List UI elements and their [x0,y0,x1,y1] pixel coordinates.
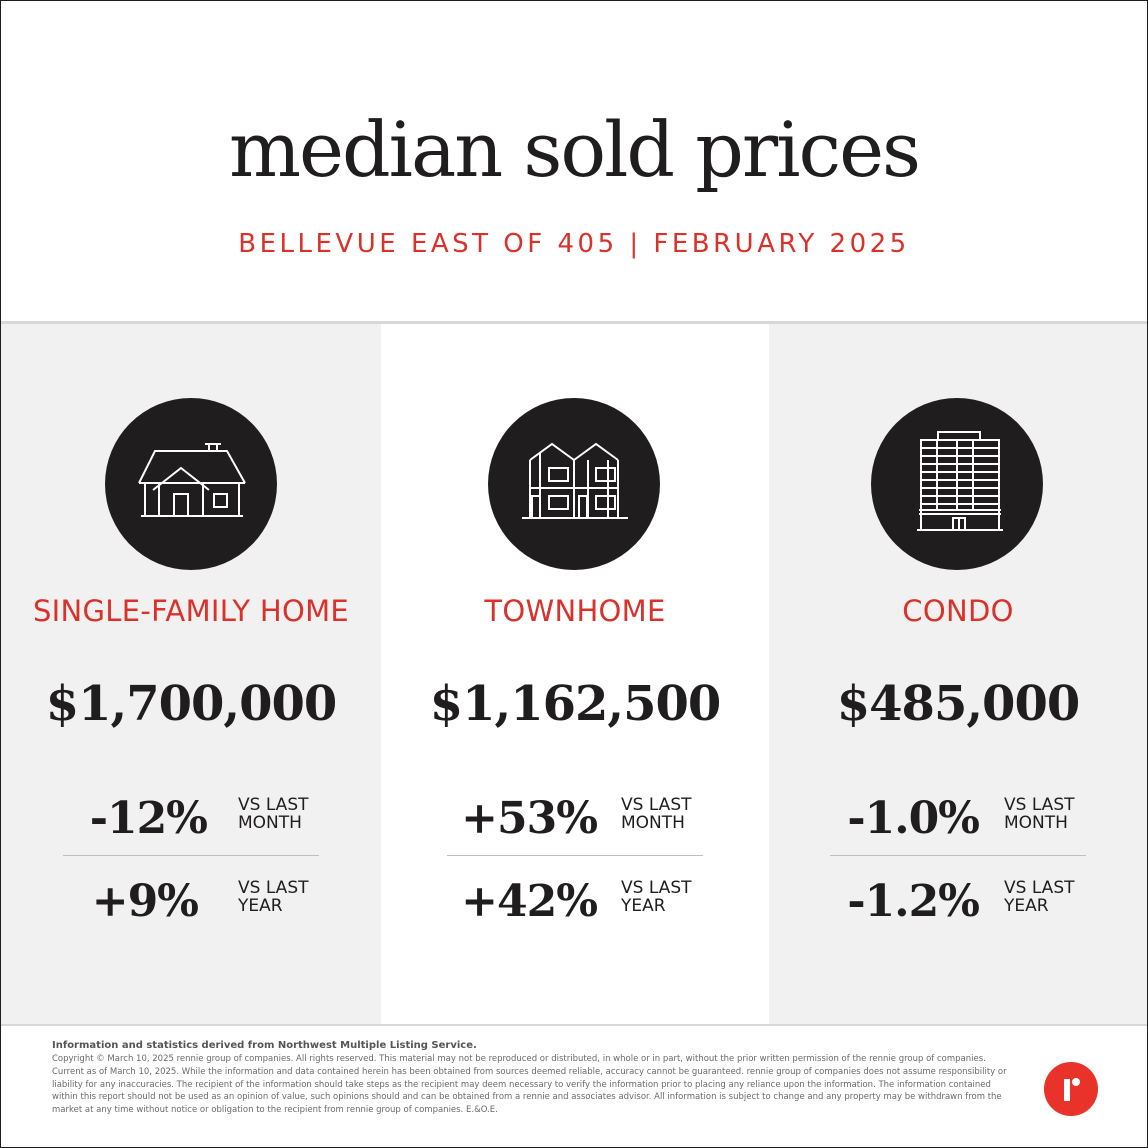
townhome-icon [488,398,660,570]
single-family-year-vs: VS LAST YEAR [238,878,309,916]
condo-month-stat: -1.0% VS LAST MONTH [769,789,1147,849]
page-title: median sold prices [228,105,921,194]
condo-year-change: -1.2% [847,876,980,927]
footer: Information and statistics derived from … [1,1024,1147,1147]
single-family-panel: SINGLE-FAMILY HOME $1,700,000 -12% VS LA… [1,324,381,1024]
townhome-year-change: +42% [461,876,598,927]
footer-disclaimer: Copyright © March 10, 2025 rennie group … [52,1054,1007,1116]
single-family-price: $1,700,000 [45,676,338,732]
single-family-month-stat: -12% VS LAST MONTH [1,789,381,849]
single-family-label: SINGLE-FAMILY HOME [32,594,350,628]
header-divider [1,321,1147,324]
condo-building-icon [871,398,1043,570]
townhome-month-stat: +53% VS LAST MONTH [381,789,769,849]
townhome-label: TOWNHOME [484,594,666,628]
condo-price: $485,000 [836,676,1081,732]
townhome-month-vs: VS LAST MONTH [621,795,692,833]
single-family-month-vs: VS LAST MONTH [238,795,309,833]
condo-month-vs: VS LAST MONTH [1004,795,1075,833]
condo-month-change: -1.0% [847,793,980,844]
townhome-panel: TOWNHOME $1,162,500 +53% VS LAST MONTH +… [381,324,769,1024]
single-family-month-change: -12% [89,793,208,844]
stat-divider [447,855,703,856]
footer-source: Information and statistics derived from … [52,1040,477,1051]
townhome-month-change: +53% [461,793,598,844]
townhome-price: $1,162,500 [429,676,722,732]
townhome-year-stat: +42% VS LAST YEAR [381,872,769,932]
stat-divider [830,855,1086,856]
house-icon [105,398,277,570]
single-family-year-stat: +9% VS LAST YEAR [1,872,381,932]
condo-label: CONDO [902,594,1014,628]
condo-panel: CONDO $485,000 -1.0% VS LAST MONTH -1.2%… [769,324,1147,1024]
header: median sold prices BELLEVUE EAST OF 405 … [1,1,1147,321]
single-family-year-change: +9% [91,876,199,927]
condo-year-vs: VS LAST YEAR [1004,878,1075,916]
condo-year-stat: -1.2% VS LAST YEAR [769,872,1147,932]
rennie-logo [1044,1062,1098,1116]
page-subtitle: BELLEVUE EAST OF 405 | FEBRUARY 2025 [238,229,910,259]
townhome-year-vs: VS LAST YEAR [621,878,692,916]
stat-divider [63,855,319,856]
